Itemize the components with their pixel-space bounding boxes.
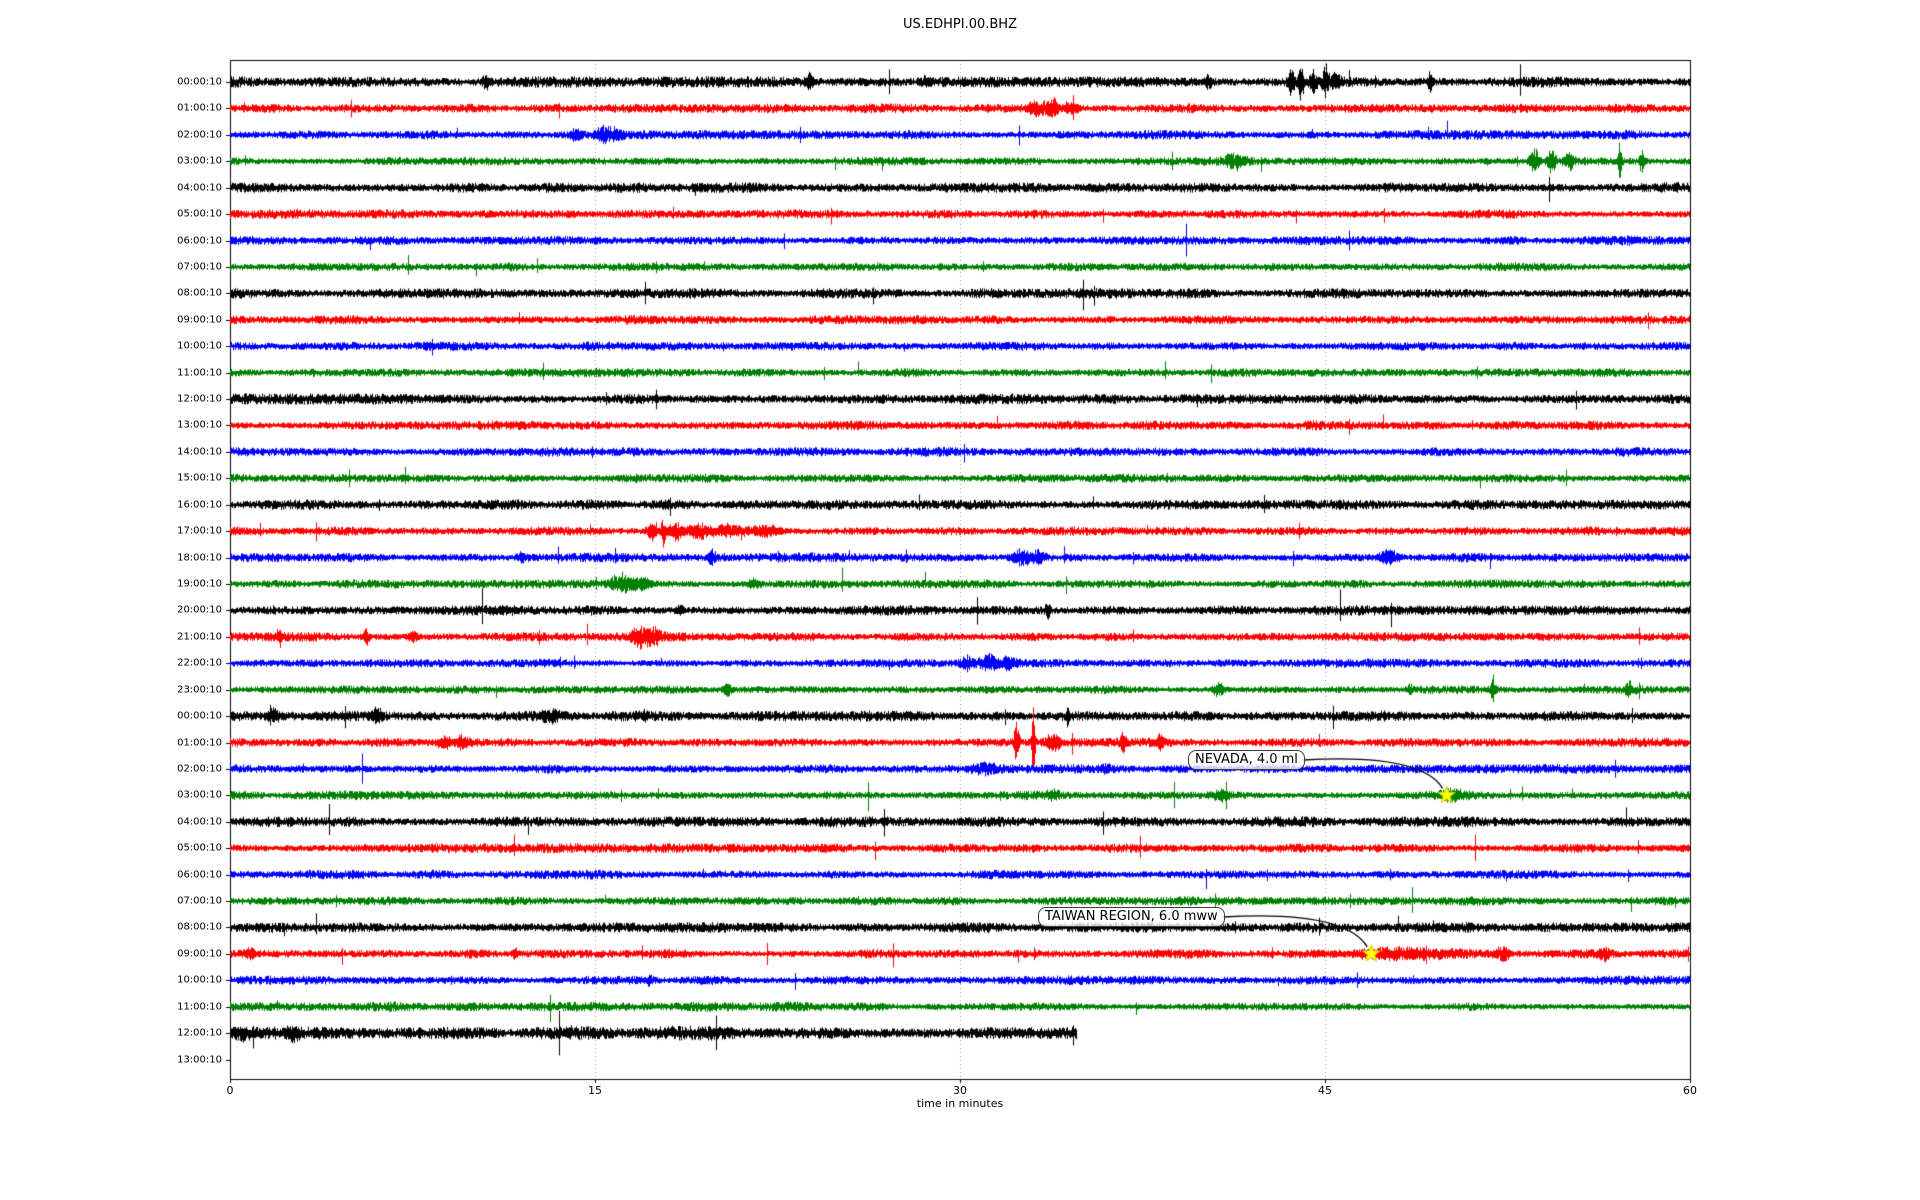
y-tick-label: 03:00:10 (177, 789, 222, 801)
y-tick-label: 13:00:10 (177, 419, 222, 431)
y-tick-label: 12:00:10 (177, 393, 222, 405)
y-tick-label: 11:00:10 (177, 1001, 222, 1013)
y-tick-label: 20:00:10 (177, 604, 222, 616)
y-tick-label: 09:00:10 (177, 948, 222, 960)
y-tick-label: 13:00:10 (177, 1054, 222, 1066)
y-tick-label: 06:00:10 (177, 235, 222, 247)
y-tick-label: 15:00:10 (177, 472, 222, 484)
y-tick-label: 10:00:10 (177, 340, 222, 352)
y-tick-label: 14:00:10 (177, 446, 222, 458)
y-tick-label: 02:00:10 (177, 763, 222, 775)
x-tick-label: 0 (226, 1084, 234, 1097)
y-tick-label: 05:00:10 (177, 208, 222, 220)
y-tick-label: 04:00:10 (177, 182, 222, 194)
event-annotation-taiwan: TAIWAN REGION, 6.0 mww (1038, 907, 1225, 927)
y-tick-label: 17:00:10 (177, 525, 222, 537)
y-tick-label: 07:00:10 (177, 261, 222, 273)
event-annotation-nevada: NEVADA, 4.0 ml (1188, 750, 1305, 770)
y-tick-label: 00:00:10 (177, 76, 222, 88)
y-tick-label: 01:00:10 (177, 102, 222, 114)
y-tick-label: 02:00:10 (177, 129, 222, 141)
x-tick-label: 30 (953, 1084, 967, 1097)
y-tick-label: 22:00:10 (177, 657, 222, 669)
y-tick-label: 07:00:10 (177, 895, 222, 907)
y-tick-label: 10:00:10 (177, 974, 222, 986)
y-tick-label: 16:00:10 (177, 499, 222, 511)
y-tick-label: 09:00:10 (177, 314, 222, 326)
y-tick-label: 21:00:10 (177, 631, 222, 643)
y-tick-label: 03:00:10 (177, 155, 222, 167)
y-tick-label: 23:00:10 (177, 684, 222, 696)
y-tick-label: 05:00:10 (177, 842, 222, 854)
y-tick-label: 12:00:10 (177, 1027, 222, 1039)
y-tick-label: 19:00:10 (177, 578, 222, 590)
x-tick-label: 45 (1318, 1084, 1332, 1097)
y-tick-label: 01:00:10 (177, 737, 222, 748)
y-tick-label: 06:00:10 (177, 869, 222, 881)
y-tick-label: 18:00:10 (177, 552, 222, 564)
y-tick-label: 08:00:10 (177, 287, 222, 299)
x-tick-label: 60 (1683, 1084, 1697, 1097)
y-tick-label: 11:00:10 (177, 367, 222, 379)
x-axis-label: time in minutes (916, 1097, 1004, 1110)
y-tick-label: 04:00:10 (177, 816, 222, 828)
y-tick-label: 08:00:10 (177, 921, 222, 933)
y-tick-label: 00:00:10 (177, 710, 222, 722)
x-tick-label: 15 (588, 1084, 602, 1097)
chart-title: US.EDHPI.00.BHZ (903, 17, 1017, 32)
